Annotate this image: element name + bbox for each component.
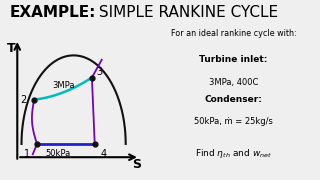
Text: 50kPa: 50kPa — [45, 149, 71, 158]
Text: 3MPa: 3MPa — [52, 81, 75, 90]
Text: Condenser:: Condenser: — [205, 95, 262, 104]
Text: 3: 3 — [96, 67, 102, 77]
Text: 4: 4 — [100, 149, 106, 159]
Text: S: S — [132, 158, 141, 170]
Text: Turbine inlet:: Turbine inlet: — [199, 55, 268, 64]
Text: EXAMPLE:: EXAMPLE: — [10, 5, 96, 20]
Text: Find $\eta_{th}$ and $w_{net}$: Find $\eta_{th}$ and $w_{net}$ — [195, 147, 272, 160]
Text: SIMPLE RANKINE CYCLE: SIMPLE RANKINE CYCLE — [94, 5, 278, 20]
Text: 3MPa, 400C: 3MPa, 400C — [209, 78, 258, 87]
Text: 2: 2 — [20, 95, 26, 105]
Text: For an ideal rankine cycle with:: For an ideal rankine cycle with: — [171, 29, 296, 38]
Text: T: T — [7, 42, 16, 55]
Text: 50kPa, ṁ = 25kg/s: 50kPa, ṁ = 25kg/s — [194, 117, 273, 126]
Text: 1: 1 — [24, 149, 30, 159]
